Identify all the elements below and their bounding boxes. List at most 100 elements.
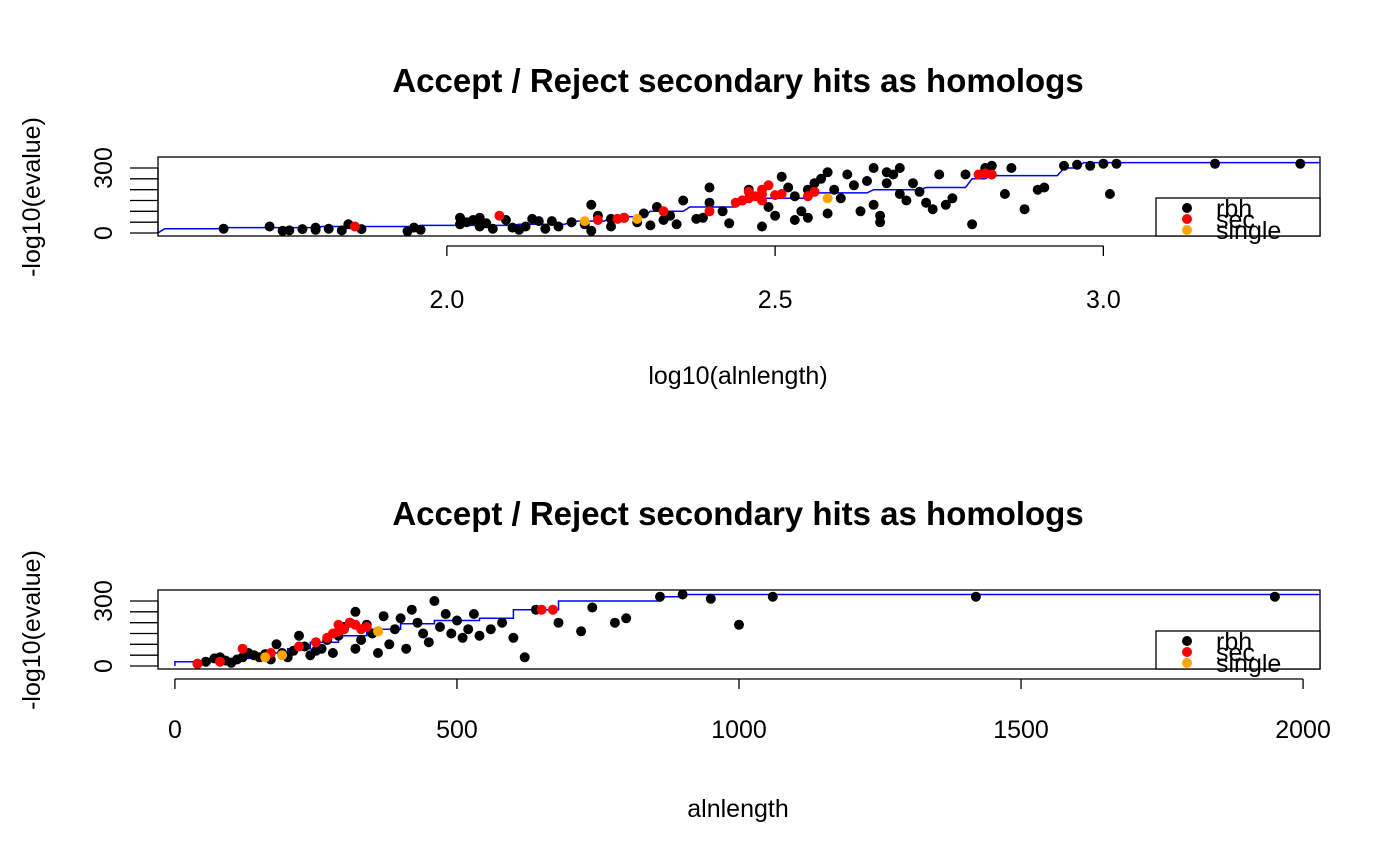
point-rbh <box>842 169 853 180</box>
point-rbh <box>1210 158 1220 169</box>
point-rbh <box>452 615 462 626</box>
point-rbh <box>356 635 367 645</box>
point-rbh <box>970 591 981 602</box>
point-rbh <box>822 208 833 219</box>
point-sec <box>536 604 547 615</box>
point-rbh <box>802 212 813 223</box>
point-rbh <box>796 206 807 217</box>
point-sec <box>776 189 787 199</box>
point-rbh <box>822 167 833 178</box>
point-rbh <box>855 206 866 217</box>
panel-bottom: Accept / Reject secondary hits as homolo… <box>18 495 1331 823</box>
point-rbh <box>638 208 649 219</box>
point-rbh <box>200 656 211 667</box>
point-sec <box>494 210 505 221</box>
point-single <box>632 213 643 224</box>
point-rbh <box>415 224 426 235</box>
point-rbh <box>553 221 564 232</box>
chart-title: Accept / Reject secondary hits as homolo… <box>392 62 1083 99</box>
point-rbh <box>576 626 587 637</box>
point-rbh <box>927 204 938 215</box>
x-tick-label: 2.0 <box>429 286 464 314</box>
x-axis-label: log10(alnlength) <box>648 362 827 390</box>
point-rbh <box>901 195 912 206</box>
point-rbh <box>894 189 905 199</box>
point-rbh <box>947 193 958 204</box>
point-rbh <box>645 220 656 231</box>
point-sec <box>237 643 248 654</box>
point-rbh <box>704 182 715 193</box>
point-sec <box>547 604 558 615</box>
point-single <box>373 626 383 637</box>
point-sec <box>986 169 997 180</box>
point-rbh <box>835 193 846 204</box>
x-axis-label: alnlength <box>687 795 788 823</box>
point-rbh <box>1006 163 1017 173</box>
point-rbh <box>1295 158 1306 169</box>
point-rbh <box>724 218 735 229</box>
axes: 0 300 0 500 1000 1500 2000 <box>90 580 1331 744</box>
point-rbh <box>373 648 383 658</box>
point-sec <box>310 637 321 648</box>
point-rbh <box>1039 182 1050 193</box>
legend-marker-sec <box>1182 647 1192 657</box>
point-rbh <box>705 593 716 604</box>
point-rbh <box>218 223 229 234</box>
point-rbh <box>566 217 577 228</box>
point-rbh <box>487 223 498 234</box>
point-rbh <box>412 617 423 628</box>
point-rbh <box>704 197 715 208</box>
point-rbh <box>621 613 632 624</box>
x-tick-label: 1500 <box>993 716 1049 744</box>
x-tick-label: 3.0 <box>1086 286 1121 314</box>
point-single <box>260 652 271 663</box>
point-rbh <box>829 184 840 195</box>
y-axis-label: -log10(evalue) <box>18 117 46 277</box>
threshold-and-points <box>174 589 1320 669</box>
legend-marker-rbh <box>1182 203 1192 213</box>
y-tick-label: 300 <box>90 580 118 622</box>
point-rbh <box>1085 160 1096 171</box>
point-rbh <box>546 216 557 227</box>
point-rbh <box>816 173 827 184</box>
point-rbh <box>429 596 440 606</box>
point-rbh <box>1072 159 1083 170</box>
point-rbh <box>767 591 778 602</box>
point-rbh <box>463 624 474 635</box>
point-rbh <box>323 223 334 234</box>
point-rbh <box>655 591 665 602</box>
point-rbh <box>264 221 275 232</box>
point-rbh <box>553 617 564 628</box>
point-rbh <box>1111 158 1122 169</box>
point-rbh <box>586 225 597 236</box>
plot-frame <box>157 156 1321 237</box>
point-rbh <box>783 182 794 193</box>
point-rbh <box>440 609 451 619</box>
legend-label-single: single <box>1216 217 1281 245</box>
point-rbh <box>587 602 598 613</box>
point-rbh <box>868 199 879 210</box>
point-rbh <box>389 624 400 635</box>
point-rbh <box>921 197 932 208</box>
point-rbh <box>586 199 597 210</box>
point-rbh <box>1104 189 1115 199</box>
point-rbh <box>1269 591 1280 602</box>
point-rbh <box>533 216 544 227</box>
point-sec <box>215 656 225 667</box>
threshold-and-points <box>157 158 1320 237</box>
point-rbh <box>960 169 971 180</box>
point-sec <box>763 180 774 191</box>
point-sec <box>361 622 372 632</box>
point-rbh <box>717 206 728 217</box>
point-rbh <box>418 628 429 639</box>
point-rbh <box>967 219 978 230</box>
x-tick-label: 0 <box>168 716 182 744</box>
point-sec <box>809 186 820 197</box>
point-rbh <box>999 189 1010 199</box>
point-rbh <box>776 171 787 182</box>
point-rbh <box>875 210 886 221</box>
chart-title: Accept / Reject secondary hits as homolo… <box>392 495 1083 532</box>
x-tick-label: 500 <box>436 716 478 744</box>
point-rbh <box>763 202 774 212</box>
